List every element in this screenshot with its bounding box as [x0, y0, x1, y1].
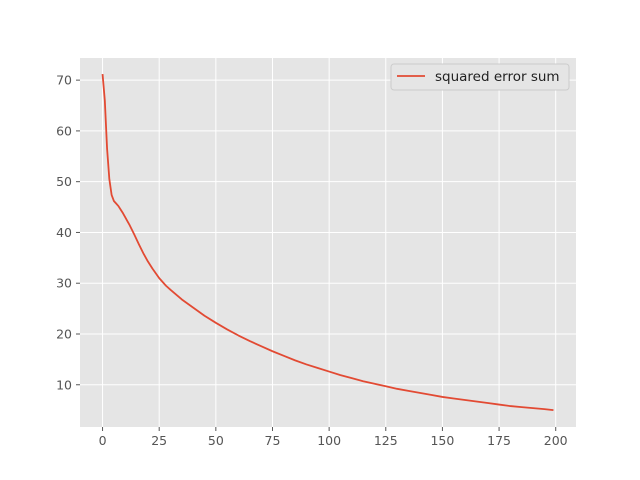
- y-tick-label: 60: [56, 123, 72, 138]
- series-group: [101, 73, 554, 412]
- x-tick-label: 0: [99, 433, 107, 448]
- x-tick-label: 50: [208, 433, 224, 448]
- x-tick-label: 200: [544, 433, 568, 448]
- x-tick-label: 125: [374, 433, 398, 448]
- legend-box: [390, 63, 570, 91]
- x-tick-label: 175: [487, 433, 511, 448]
- x-tick-label: 75: [265, 433, 281, 448]
- y-tick-label: 30: [56, 276, 72, 291]
- y-tick-label: 50: [56, 174, 72, 189]
- x-tick-label: 150: [430, 433, 454, 448]
- series-line: [101, 73, 554, 412]
- x-tick-label: 100: [317, 433, 341, 448]
- legend-label: squared error sum: [435, 69, 560, 85]
- y-tick-label: 40: [56, 225, 72, 240]
- grid: [80, 58, 576, 427]
- x-tick-label: 25: [151, 433, 167, 448]
- plot-area: [80, 58, 576, 427]
- ticks: 0 25 50 75 100 125 150 175 200 10 20 30 40 50 60 70: [56, 73, 568, 448]
- legend: squared error sum: [390, 63, 570, 91]
- y-tick-label: 20: [56, 326, 72, 341]
- y-tick-label: 10: [56, 377, 72, 392]
- y-tick-label: 70: [56, 73, 72, 88]
